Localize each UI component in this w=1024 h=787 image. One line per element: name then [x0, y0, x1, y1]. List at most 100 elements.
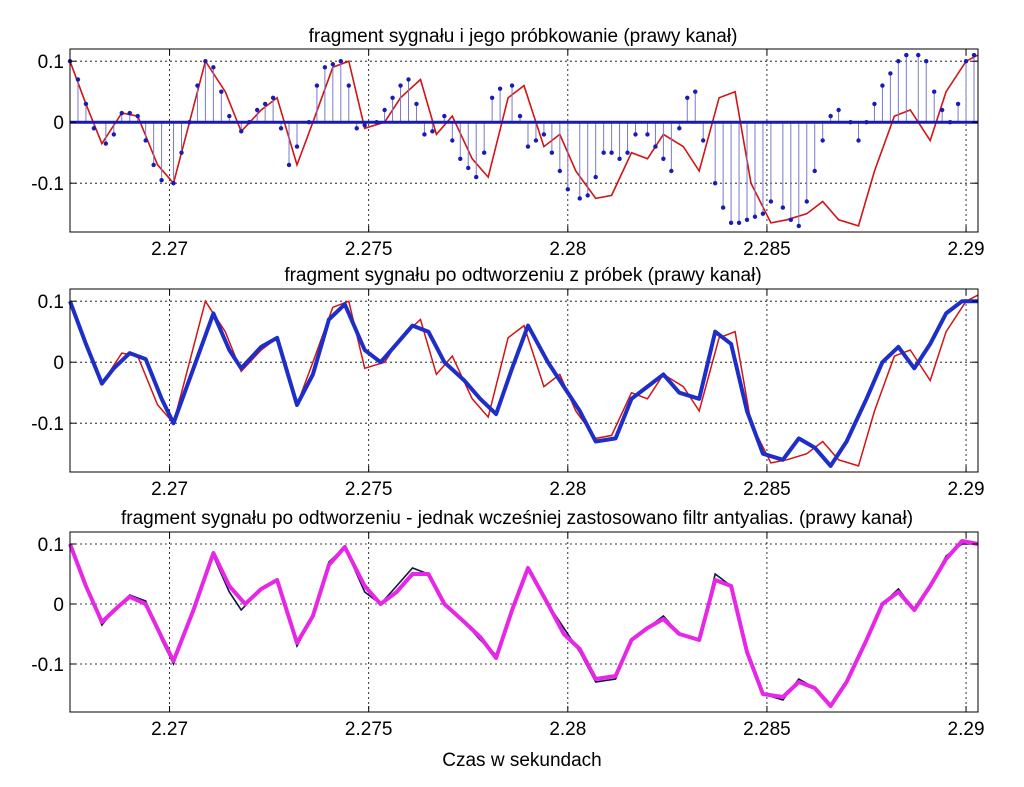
sample-marker: [760, 211, 766, 216]
sample-marker: [330, 62, 336, 67]
sample-marker: [211, 65, 216, 70]
sample-marker: [474, 174, 479, 180]
sample-marker: [601, 150, 606, 155]
sample-marker: [314, 83, 320, 88]
y-tick-label: 0: [53, 353, 64, 374]
y-tick-label: 0: [53, 595, 64, 616]
sample-marker: [577, 196, 582, 201]
chart-title: fragment sygnału i jego próbkowanie (pra…: [309, 26, 738, 47]
axes-frame: [69, 531, 979, 713]
x-tick-label: 2.28: [549, 479, 586, 500]
sample-marker: [159, 177, 164, 183]
chart-title: fragment sygnału po odtworzeniu z próbek…: [284, 265, 761, 286]
sample-marker: [442, 113, 447, 119]
sample-marker: [557, 168, 563, 174]
sample-marker: [971, 52, 977, 58]
x-tick-label: 2.285: [743, 719, 791, 740]
y-tick-label: 0: [53, 113, 64, 134]
sample-marker: [227, 113, 232, 119]
sample-marker: [872, 101, 877, 107]
x-tick-label: 2.28: [549, 239, 586, 260]
sample-marker: [75, 77, 81, 82]
sample-marker: [633, 132, 638, 137]
sample-marker: [931, 89, 937, 94]
axes-frame: [69, 48, 979, 233]
x-axis-label: Czas w sekundach: [442, 750, 601, 771]
x-tick-label: 2.29: [948, 239, 985, 260]
sample-marker: [728, 220, 734, 226]
y-tick-label: 0.1: [38, 292, 64, 313]
sample-marker: [517, 113, 523, 119]
filtered-signal-line: [68, 539, 979, 708]
plot-area: [68, 294, 979, 468]
x-tick-label: 2.275: [345, 479, 393, 500]
x-tick-label: 2.29: [948, 719, 985, 740]
sample-marker: [955, 101, 961, 107]
sample-marker: [533, 138, 539, 143]
sample-marker: [127, 110, 132, 116]
sample-marker: [91, 126, 97, 131]
sample-marker: [836, 107, 841, 113]
grid-lines: [70, 289, 978, 472]
sample-marker: [254, 107, 260, 113]
sample-marker: [262, 101, 268, 107]
sample-marker: [481, 150, 487, 155]
sample-marker: [549, 150, 555, 155]
sample-marker: [924, 59, 929, 64]
panel-reconstruction: fragment sygnału po odtworzeniu z próbek…: [31, 265, 984, 500]
sample-marker: [111, 132, 117, 137]
x-tick-label: 2.28: [549, 719, 586, 740]
sample-marker: [346, 83, 351, 88]
sample-marker: [239, 129, 244, 134]
sample-marker: [904, 52, 909, 58]
axis-ticks: 2.27 2.275 2.28 2.285 2.29 0.1 0 -0.1: [31, 49, 985, 260]
sample-marker: [828, 113, 833, 119]
sample-marker: [701, 138, 706, 143]
sample-marker: [625, 150, 630, 155]
sample-marker: [525, 144, 531, 149]
panel-antialias: fragment sygnału po odtworzeniu - jednak…: [31, 508, 984, 771]
sample-marker: [768, 199, 774, 204]
sample-marker: [450, 138, 455, 143]
x-tick-label: 2.285: [743, 239, 791, 260]
sample-marker: [963, 59, 969, 64]
x-tick-label: 2.275: [345, 719, 393, 740]
sample-marker: [83, 101, 89, 107]
sample-marker: [278, 126, 284, 131]
sample-marker: [382, 107, 387, 113]
panel-sampling: fragment sygnału i jego próbkowanie (pra…: [31, 26, 984, 260]
reconstructed-signal-line: [68, 299, 978, 468]
x-tick-label: 2.275: [345, 239, 393, 260]
sample-marker: [151, 162, 156, 168]
sample-marker: [219, 89, 224, 94]
sample-marker: [712, 181, 718, 186]
sample-marker: [362, 123, 367, 128]
sample-marker: [788, 217, 794, 222]
sample-marker: [617, 156, 622, 161]
plot-area: [67, 52, 979, 229]
sample-marker: [497, 86, 503, 91]
y-tick-label: -0.1: [31, 655, 64, 676]
sample-marker: [585, 193, 590, 198]
sample-marker: [135, 113, 140, 119]
axis-ticks: 2.27 2.275 2.28 2.285 2.29 0.1 0 -0.1: [31, 532, 985, 740]
sample-marker: [685, 95, 690, 101]
sample-marker: [645, 132, 650, 137]
sample-marker: [661, 156, 666, 161]
sample-marker: [458, 156, 463, 161]
sample-marker: [609, 150, 614, 155]
sample-marker: [119, 110, 124, 116]
sample-marker: [856, 138, 861, 143]
y-tick-label: -0.1: [31, 414, 64, 435]
sample-marker: [541, 132, 547, 137]
sample-marker: [896, 59, 901, 64]
y-tick-label: -0.1: [31, 174, 64, 195]
axes-frame: [69, 288, 979, 473]
sample-marker: [195, 83, 200, 88]
sample-marker: [103, 141, 109, 146]
x-tick-label: 2.27: [151, 479, 188, 500]
grid-lines: [70, 532, 978, 712]
sample-marker: [880, 83, 885, 88]
sample-marker: [143, 138, 148, 143]
